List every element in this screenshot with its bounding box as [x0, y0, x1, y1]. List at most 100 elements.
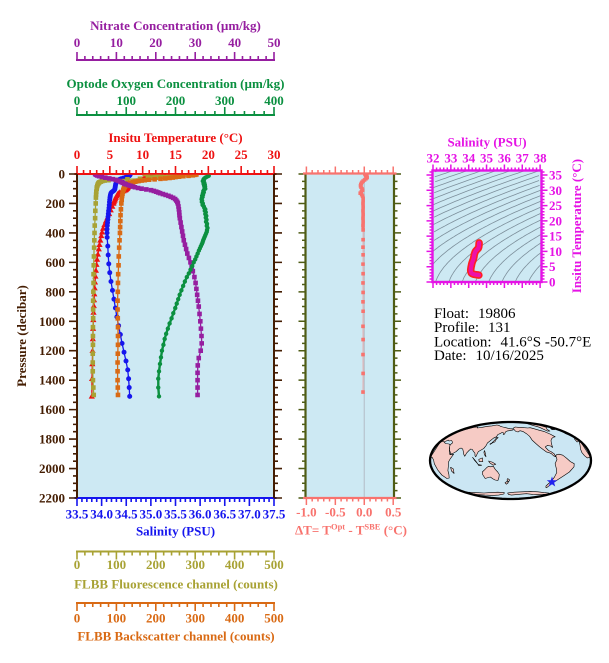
axis-tick-label: 10	[110, 35, 123, 50]
delta-t-background	[305, 173, 394, 498]
delta-t-tick-label: 0.0	[356, 505, 372, 520]
float-position-star	[546, 476, 558, 487]
pressure-tick-label: 1200	[39, 343, 65, 358]
fluorescence-axis-title: FLBB Fluorescence channel (counts)	[74, 577, 278, 592]
axis-tick-label: 30	[189, 35, 202, 50]
pressure-tick-label: 200	[46, 196, 66, 211]
pressure-axis: Pressure (decibar) 0 200 400 600 800 1000 1200…	[14, 167, 282, 506]
map-landmass-new-zealand-south	[504, 481, 509, 485]
salinity-axis: Salinity (PSU) 33.5 34.0 34.5 35.0 35.5 36.0 3…	[66, 497, 286, 539]
axis-tick-label: 50	[268, 35, 281, 50]
map-landmass-sumatra	[472, 457, 479, 465]
sigma-contour	[528, 263, 542, 283]
axis-tick-label: 400	[225, 557, 245, 572]
axis-tick-label: 100	[107, 557, 127, 572]
map-landmass-japan	[489, 436, 499, 445]
ts-temperature-tick-label: 0	[549, 275, 556, 290]
map-landmass-new-guinea	[488, 460, 497, 466]
axis-tick-label: 35.0	[140, 507, 163, 522]
fluorescence-axis: FLBB Fluorescence channel (counts) 0 100 2…	[74, 550, 284, 592]
axis-tick-label: 20	[202, 147, 215, 162]
nitrate-axis: Nitrate Concentration (µm/kg) 0 10 20 30 40 5…	[74, 18, 281, 61]
profile-curves	[88, 174, 211, 399]
pressure-tick-label: 0	[59, 167, 66, 182]
axis-ticks	[76, 107, 275, 115]
sigma-contour	[514, 252, 542, 283]
axis-ticks	[76, 498, 275, 506]
axis-tick-label: 34.0	[90, 507, 113, 522]
axis-tick-label: 37.0	[238, 507, 261, 522]
sigma-contour	[433, 185, 540, 233]
axis-tick-label: 400	[264, 93, 284, 108]
world-map-group	[428, 420, 593, 501]
pressure-tick-label: 1600	[39, 402, 65, 417]
ts-temperature-tick-label: 5	[549, 259, 556, 274]
map-landmass-north-america	[513, 426, 557, 458]
axis-tick-label: 0	[74, 147, 81, 162]
ts-salinity-tick-label: 38	[534, 151, 548, 166]
delta-t-axis-title: ΔT= TOpt - TSBE (°C)	[295, 522, 407, 538]
axis-tick-label: 5	[107, 147, 114, 162]
pressure-tick-label: 400	[46, 225, 66, 240]
sigma-contour	[435, 207, 541, 283]
delta-t-pressure-ticks	[298, 173, 401, 499]
ts-temperature-tick-label: 30	[549, 183, 562, 198]
delta-t-value-ticks	[305, 166, 394, 505]
ts-track	[466, 239, 483, 279]
axis-ticks	[76, 603, 275, 611]
axis-tick-label: 400	[225, 611, 245, 626]
axis-tick-label: 40	[228, 35, 241, 50]
ts-temperature-tick-label: 35	[549, 168, 563, 183]
sigma-contour	[435, 170, 468, 183]
date-row: Date: 10/16/2025	[434, 348, 544, 364]
delta-t-tick-label: -0.5	[325, 505, 346, 520]
map-landmass-australia	[482, 466, 500, 481]
delta-t-tick-label: -1.0	[296, 505, 317, 520]
series-markers	[115, 174, 199, 398]
delta-t-panel: -1.0 -0.5 0.0 0.5 ΔT= TOpt - TSBE (°C)	[295, 166, 407, 538]
series-backscatter	[115, 174, 199, 398]
salinity-axis-title: Salinity (PSU)	[136, 524, 215, 539]
axis-tick-label: 0	[74, 611, 81, 626]
ts-temperature-tick-label: 20	[549, 213, 562, 228]
ts-temperature-tick-label: 15	[549, 229, 563, 244]
map-landmass-philippines	[483, 450, 487, 458]
sigma-contour	[433, 189, 541, 241]
ts-temperature-tick-label: 25	[549, 198, 563, 213]
map-outline	[428, 420, 593, 501]
pressure-tick-label: 1000	[39, 314, 65, 329]
sigma-contour	[433, 175, 540, 218]
ts-salinity-title: Salinity (PSU)	[447, 135, 526, 150]
pressure-ticks-right	[274, 173, 282, 499]
series-nitrate	[92, 174, 205, 398]
axis-tick-label: 0	[74, 557, 81, 572]
sigma-contour	[434, 170, 497, 194]
info-block: Float: 19806 Profile: 131 Location: 41.6°S …	[434, 306, 591, 364]
axis-tick-label: 0	[74, 35, 81, 50]
pressure-ticks-left	[69, 173, 77, 499]
map-landmass-new-zealand-north	[506, 478, 510, 483]
map-landmass-borneo	[478, 457, 484, 462]
axis-tick-label: 20	[149, 35, 162, 50]
main-profile-plot: Nitrate Concentration (µm/kg) 0 10 20 30 40 5…	[14, 18, 286, 644]
main-plot-background	[77, 174, 274, 498]
axis-tick-label: 500	[264, 611, 284, 626]
sigma-contour	[432, 170, 526, 206]
sigma-contour	[432, 194, 542, 252]
nitrate-axis-title: Nitrate Concentration (µm/kg)	[90, 18, 261, 33]
axis-tick-label: 36.0	[189, 507, 212, 522]
sigma-contour	[501, 242, 542, 283]
ts-temperature-tick-label: 10	[549, 244, 562, 259]
axis-tick-label: 36.5	[213, 507, 236, 522]
axis-tick-label: 10	[136, 147, 149, 162]
axis-tick-label: 200	[166, 93, 186, 108]
axis-tick-label: 37.5	[263, 507, 286, 522]
ts-temperature-title: Insitu Temperature (°C)	[569, 159, 584, 293]
delta-t-tick-label: 0.5	[385, 505, 402, 520]
temperature-axis: Insitu Temperature (°C) 0 5 10 15 20 25 30	[74, 130, 281, 175]
ts-salinity-tick-label: 33	[444, 151, 458, 166]
ts-salinity-tick-label: 37	[516, 151, 530, 166]
